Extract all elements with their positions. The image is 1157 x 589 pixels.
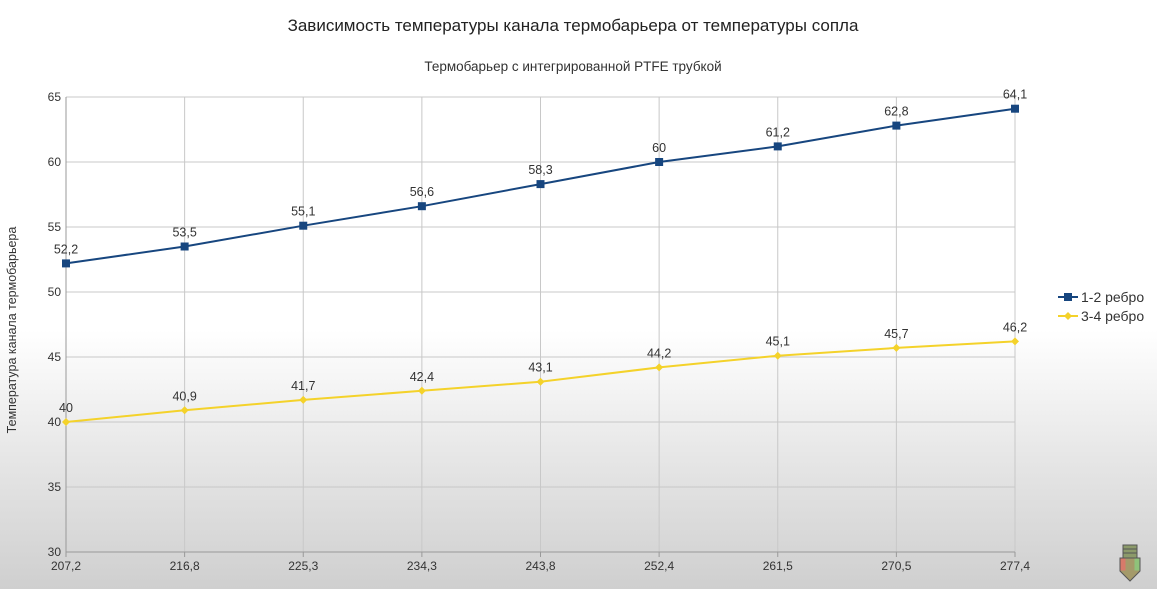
data-point	[417, 202, 426, 211]
data-point	[1011, 337, 1019, 346]
data-label: 55,1	[291, 205, 315, 219]
x-tick-label: 261,5	[763, 559, 793, 573]
x-tick-label: 234,3	[407, 559, 437, 573]
x-tick-label: 216,8	[170, 559, 200, 573]
x-tick-label: 270,5	[881, 559, 911, 573]
chart-title: Зависимость температуры канала термобарь…	[288, 16, 859, 35]
data-label: 62,8	[884, 105, 908, 119]
data-label: 53,5	[172, 226, 196, 240]
y-axis-label: Температура канала термобарьера	[5, 227, 19, 434]
data-label: 42,4	[410, 370, 434, 384]
data-point	[299, 221, 308, 230]
data-point	[655, 363, 664, 372]
data-point	[892, 343, 901, 352]
x-tick-label: 252,4	[644, 559, 674, 573]
y-tick-label: 45	[48, 350, 62, 364]
legend: 1-2 ребро 3-4 ребро	[1058, 289, 1144, 324]
data-label: 64,1	[1003, 88, 1027, 102]
x-tick-label: 277,4	[1000, 559, 1030, 573]
data-point	[773, 351, 782, 360]
data-label: 46,2	[1003, 320, 1027, 334]
data-point	[1064, 293, 1072, 301]
data-label: 45,7	[884, 327, 908, 341]
chart-subtitle: Термобарьер с интегрированной PTFE трубк…	[424, 59, 721, 74]
legend-label: 3-4 ребро	[1081, 308, 1144, 324]
data-point	[62, 259, 70, 268]
y-tick-label: 30	[48, 545, 62, 559]
data-point	[62, 418, 70, 426]
data-point	[773, 142, 782, 151]
data-point	[299, 395, 308, 404]
data-label: 61,2	[766, 125, 790, 139]
y-tick-label: 65	[48, 90, 62, 104]
grid	[65, 96, 1016, 553]
legend-item: 3-4 ребро	[1058, 308, 1144, 324]
legend-item: 1-2 ребро	[1058, 289, 1144, 305]
data-label: 60	[652, 141, 666, 155]
data-point	[655, 158, 664, 166]
data-point	[536, 377, 545, 386]
y-tick-label: 40	[48, 415, 62, 429]
series-1-2 ребро: 52,2 53,5 55,1 56,6 58,3 60 61,2 62,8 64,1	[54, 88, 1027, 268]
data-label: 52,2	[54, 242, 78, 256]
data-label: 41,7	[291, 379, 315, 393]
series: 52,2 53,5 55,1 56,6 58,3 60 61,2 62,8 64,1 40 40,9…	[54, 88, 1027, 426]
y-tick-label: 35	[48, 480, 62, 494]
nozzle-icon	[1119, 544, 1141, 582]
x-tick-label: 207,2	[51, 559, 81, 573]
y-tick-label: 60	[48, 155, 62, 169]
data-point	[1011, 104, 1019, 113]
data-point	[536, 180, 545, 189]
data-point	[417, 386, 426, 395]
data-point	[1064, 312, 1072, 320]
series-3-4 ребро: 40 40,9 41,7 42,4 43,1 44,2 45,1 45,7 46,2	[59, 320, 1027, 426]
y-tick-label: 50	[48, 285, 62, 299]
y-tick-label: 55	[48, 220, 62, 234]
data-label: 58,3	[528, 163, 552, 177]
data-label: 40,9	[172, 389, 196, 403]
x-tick-label: 243,8	[525, 559, 555, 573]
x-tick-label: 225,3	[288, 559, 318, 573]
data-point	[180, 242, 189, 251]
data-label: 44,2	[647, 346, 671, 360]
legend-label: 1-2 ребро	[1081, 289, 1144, 305]
axes: 30 35 40 45 50 55 60 65 207,2 216,8 225,3 234,3 243,…	[48, 90, 1031, 573]
data-label: 40	[59, 401, 73, 415]
data-point	[180, 406, 189, 415]
data-label: 45,1	[766, 335, 790, 349]
data-label: 43,1	[528, 361, 552, 375]
data-point	[892, 121, 901, 130]
data-label: 56,6	[410, 185, 434, 199]
